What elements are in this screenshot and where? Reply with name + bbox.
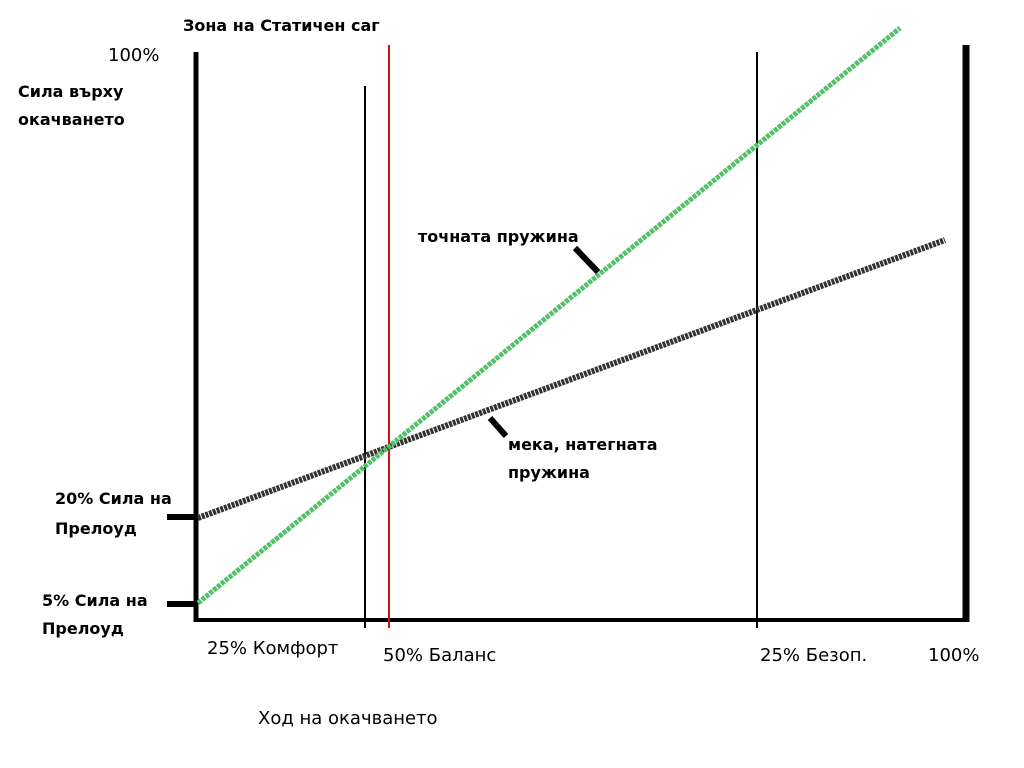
zone-label: 25% Комфорт — [207, 638, 338, 659]
zone-label: 100% — [928, 645, 979, 666]
line-label: точната пружина — [418, 227, 579, 246]
x-title: Ход на окачването — [258, 708, 438, 729]
soft-spring-line — [196, 237, 947, 521]
pointer — [487, 416, 509, 438]
pointer — [572, 245, 601, 275]
title: Зона на Статичен саг — [183, 16, 380, 35]
linear-spring-line — [196, 26, 902, 605]
zone-label: 50% Баланс — [383, 645, 496, 666]
preload-label: 5% Сила на — [42, 591, 148, 610]
preload-label: Прелоуд — [55, 519, 137, 538]
y-title: окачването — [18, 110, 125, 129]
preload-label: 20% Сила на — [55, 489, 172, 508]
preload-label: Прелоуд — [42, 619, 124, 638]
line-label: пружина — [508, 463, 590, 482]
zone-label: 25% Безоп. — [760, 645, 867, 666]
y-title: Сила върху — [18, 82, 124, 101]
y-top-label: 100% — [108, 45, 159, 66]
line-label: мека, натегната — [508, 435, 658, 454]
